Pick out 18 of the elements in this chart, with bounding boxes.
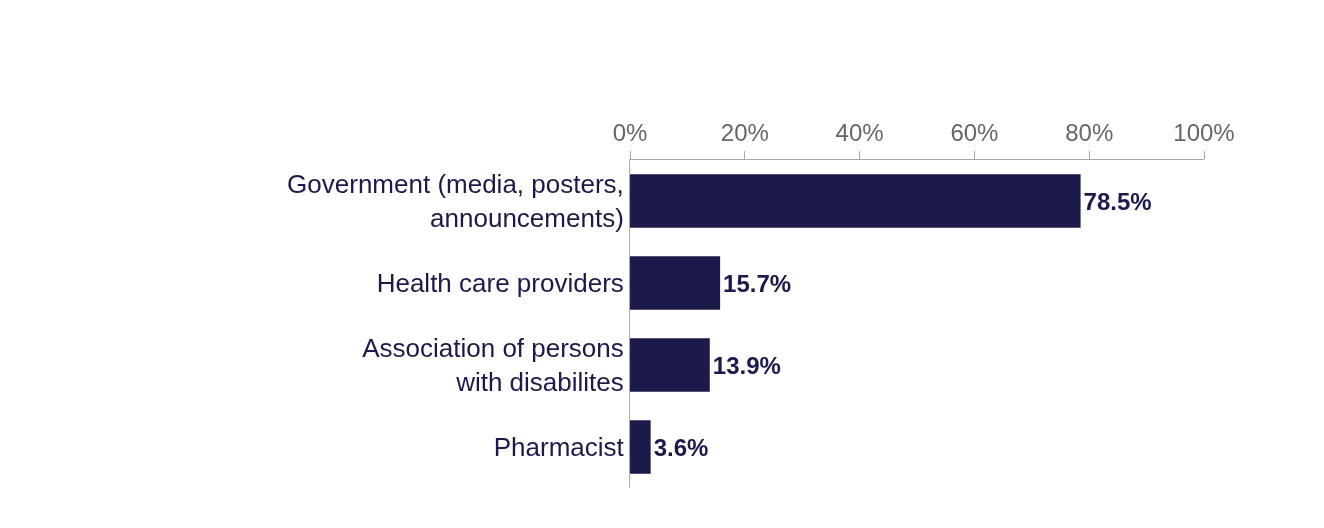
data-label: 78.5%	[1083, 187, 1152, 215]
bar	[630, 338, 710, 392]
x-tick-label: 100%	[1173, 119, 1235, 147]
data-label: 3.6%	[653, 433, 709, 461]
x-tick-label: 40%	[835, 119, 884, 147]
data-label: 13.9%	[712, 351, 781, 379]
y-tick-label: Health care providers	[376, 268, 624, 299]
data-label: 15.7%	[723, 269, 792, 297]
x-tick-label: 60%	[950, 119, 999, 147]
bar	[630, 256, 721, 310]
bar	[630, 174, 1081, 228]
y-tick-label: Association of persons with disabilites	[362, 333, 624, 397]
x-tick-label: 0%	[612, 119, 648, 147]
x-tick-label: 20%	[720, 119, 769, 147]
y-tick-label: Pharmacist	[493, 432, 625, 463]
bar	[630, 420, 651, 474]
x-tick-label: 80%	[1065, 119, 1114, 147]
y-tick-label: Government (media, posters, announcements)	[287, 169, 624, 233]
